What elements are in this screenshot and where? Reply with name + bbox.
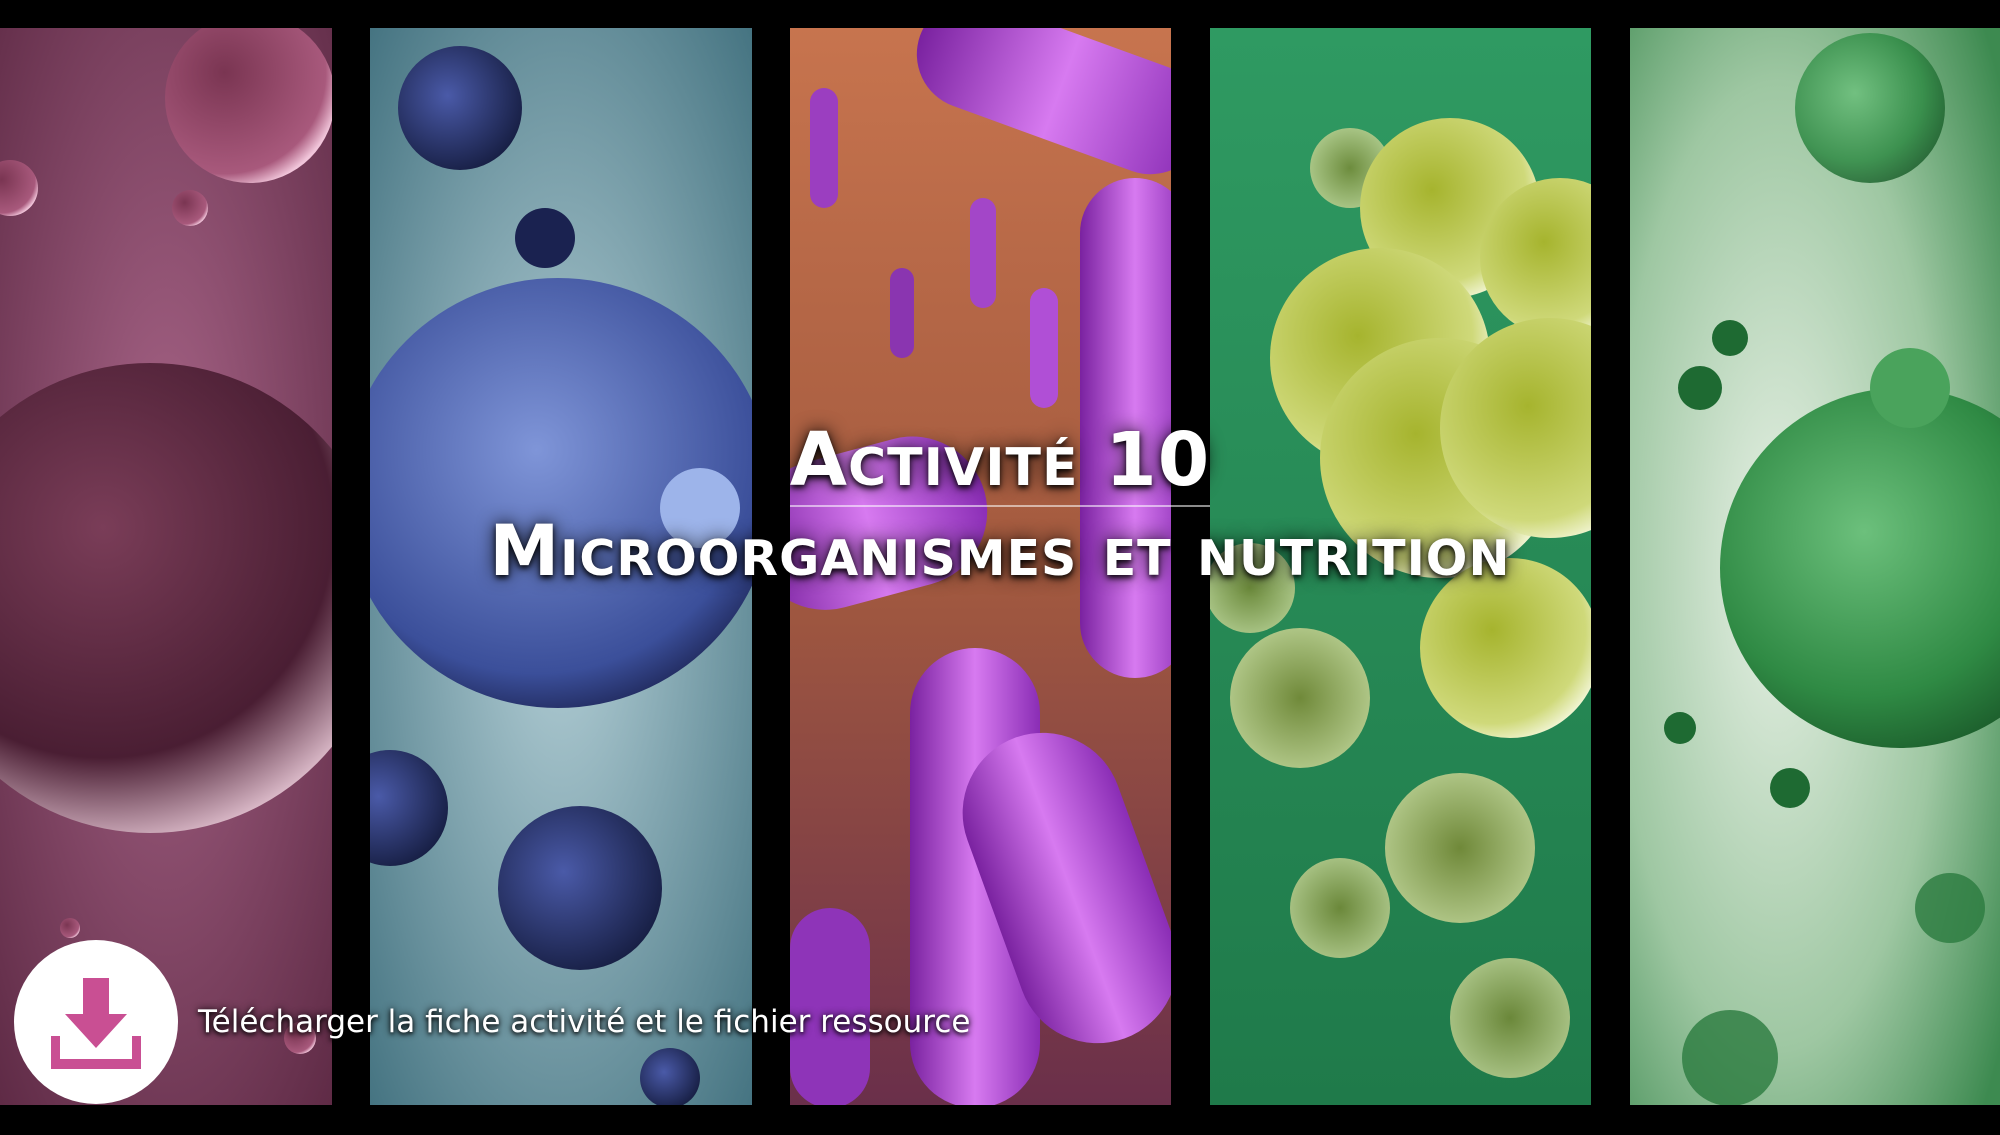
micrograph-panel-blue-virus xyxy=(370,28,752,1105)
micrograph-panel-pink-cell xyxy=(0,28,332,1105)
activity-number-title: Activité 10 xyxy=(789,417,1211,503)
micrograph-panel-green-virus xyxy=(1630,28,2000,1105)
title-divider xyxy=(790,505,1210,508)
download-resources-link[interactable]: Télécharger la fiche activité et le fich… xyxy=(14,940,970,1104)
download-icon xyxy=(51,978,141,1069)
micrograph-panel-purple-bacteria xyxy=(790,28,1171,1105)
download-label[interactable]: Télécharger la fiche activité et le fich… xyxy=(198,1004,971,1040)
micrograph-panel-green-yeast xyxy=(1210,28,1591,1105)
title-overlay: Activité 10 Microorganismes et nutrition xyxy=(0,417,2000,593)
download-button[interactable] xyxy=(14,940,178,1104)
activity-subject-title: Microorganismes et nutrition xyxy=(489,510,1511,593)
